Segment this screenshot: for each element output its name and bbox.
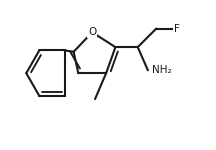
Text: NH₂: NH₂ <box>152 65 171 75</box>
Text: O: O <box>88 27 96 37</box>
Text: F: F <box>174 24 180 34</box>
